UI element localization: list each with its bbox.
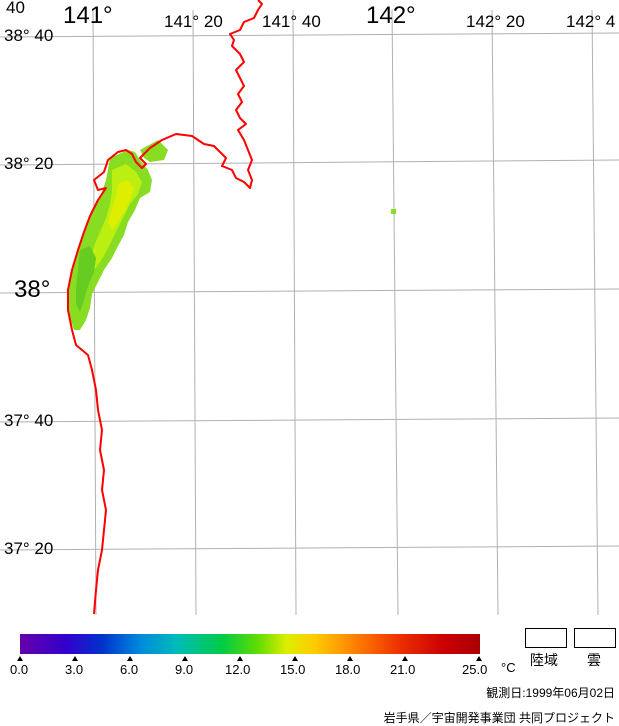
sst-patch-green: [76, 246, 96, 312]
lon-label-141-40: 141° 40: [262, 12, 321, 31]
scale-tick-mark: [237, 656, 243, 661]
scale-tick-label: 0.0: [10, 662, 29, 677]
sst-pixel-offshore: [391, 209, 396, 214]
scale-tick-mark: [17, 656, 23, 661]
coastline: [67, 0, 263, 615]
land-legend-label: 陸域: [530, 652, 558, 668]
scale-tick-label: 12.0: [225, 662, 251, 677]
lon-label-142-40: 142° 4: [566, 12, 616, 31]
scale-unit: °C: [501, 660, 516, 675]
lat-label-corner: 40: [6, 0, 25, 17]
lat-label-38-40: 38° 40: [4, 26, 54, 45]
scale-tick-mark: [292, 656, 298, 661]
lat-label-37-20: 37° 20: [4, 539, 54, 558]
scale-tick-mark: [402, 656, 408, 661]
sst-patch-core: [108, 180, 134, 230]
scale-tick-label: 15.0: [280, 662, 306, 677]
scale-tick-mark: [72, 656, 78, 661]
scale-tick-label: 18.0: [335, 662, 361, 677]
scale-tick-label: 6.0: [120, 662, 139, 677]
scale-tick-mark: [182, 656, 188, 661]
lat-label-38: 38°: [14, 276, 51, 303]
scale-tick-mark: [347, 656, 353, 661]
lon-label-141: 141°: [63, 2, 113, 29]
lat-label-38-20: 38° 20: [4, 154, 54, 173]
observation-date: 観測日:1999年06月02日: [486, 686, 615, 700]
scale-tick-label: 3.0: [65, 662, 84, 677]
scale-tick-mark: [127, 656, 133, 661]
sst-field: [68, 140, 396, 330]
scale-tick-label: 9.0: [175, 662, 194, 677]
temperature-color-scale: [20, 634, 480, 654]
cloud-legend-box: [574, 628, 616, 648]
scale-tick-mark: [476, 656, 482, 661]
lat-label-37-40: 37° 40: [4, 411, 54, 430]
scale-tick-label: 25.0: [462, 662, 488, 677]
cloud-legend-label: 雲: [587, 652, 601, 668]
coastline-main: [67, 0, 263, 615]
lon-label-142: 142°: [366, 2, 416, 29]
project-credit: 岩手県／宇宙開発事業団 共同プロジェクト: [383, 711, 615, 725]
land-legend-box: [525, 628, 567, 648]
lon-label-142-20: 142° 20: [466, 12, 525, 31]
lon-label-141-20: 141° 20: [164, 12, 223, 31]
graticule: [0, 9, 619, 616]
scale-tick-label: 21.0: [390, 662, 416, 677]
sst-patch-top: [140, 140, 168, 162]
